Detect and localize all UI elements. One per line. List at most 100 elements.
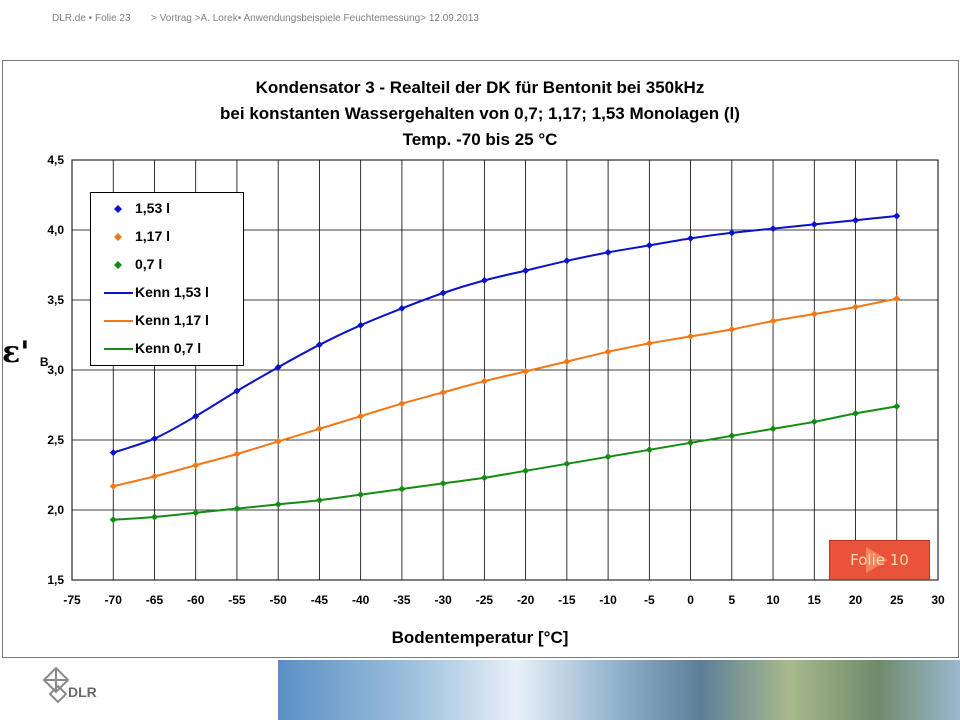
data-point <box>687 234 695 242</box>
y-axis-label-main: ε' <box>2 335 30 370</box>
data-point <box>728 432 736 440</box>
data-point <box>480 474 488 482</box>
data-point <box>480 377 488 385</box>
diamond-marker-icon <box>114 261 122 269</box>
data-point <box>192 412 200 420</box>
data-point <box>563 460 571 468</box>
x-tick-label: -35 <box>393 593 411 607</box>
data-point <box>357 412 365 420</box>
data-point <box>645 446 653 454</box>
data-point <box>233 387 241 395</box>
x-tick-label: 5 <box>728 593 735 607</box>
line-marker-icon <box>104 348 133 350</box>
legend-item-1-17: 1,17 l <box>91 225 243 249</box>
data-point <box>810 310 818 318</box>
y-tick-label: 2,0 <box>47 503 64 517</box>
legend-label: Kenn 0,7 l <box>135 340 202 356</box>
data-point <box>233 505 241 513</box>
chart-title-line-2: bei konstanten Wassergehalten von 0,7; 1… <box>220 104 740 123</box>
data-point <box>398 485 406 493</box>
data-point <box>563 358 571 366</box>
data-point <box>645 241 653 249</box>
data-point <box>357 321 365 329</box>
dlr-logo-icon <box>42 666 70 704</box>
data-point <box>728 229 736 237</box>
data-point <box>604 248 612 256</box>
folie-10-button[interactable]: Folie 10 <box>829 540 930 580</box>
data-point <box>439 289 447 297</box>
data-point <box>315 425 323 433</box>
data-point <box>769 225 777 233</box>
data-point <box>150 435 158 443</box>
data-point <box>480 276 488 284</box>
chart-legend: 1,53 l 1,17 l 0,7 l Kenn 1,53 l Kenn 1,1… <box>90 192 244 366</box>
data-point <box>563 257 571 265</box>
data-point <box>852 409 860 417</box>
dlr-logo-text: DLR <box>68 684 97 700</box>
data-point <box>315 341 323 349</box>
slide-header-left: DLR.de • Folie 23 <box>52 13 131 24</box>
x-tick-label: -75 <box>63 593 81 607</box>
x-tick-label: -15 <box>558 593 576 607</box>
data-point <box>604 348 612 356</box>
data-point <box>274 363 282 371</box>
x-tick-label: -55 <box>228 593 246 607</box>
series-line-1 <box>112 215 897 454</box>
chart-title-line-3: Temp. -70 bis 25 °C <box>402 130 558 149</box>
diamond-marker-icon <box>114 205 122 213</box>
legend-label: Kenn 1,17 l <box>135 312 209 328</box>
data-point <box>769 317 777 325</box>
data-point <box>233 450 241 458</box>
legend-item-kenn-1-17: Kenn 1,17 l <box>91 309 243 333</box>
data-point <box>810 220 818 228</box>
data-point <box>150 513 158 521</box>
data-point <box>109 449 117 457</box>
y-tick-label: 1,5 <box>47 573 64 587</box>
data-point <box>315 496 323 504</box>
x-tick-label: -45 <box>311 593 329 607</box>
legend-label: 0,7 l <box>135 256 163 272</box>
data-point <box>893 295 901 303</box>
y-tick-label: 2,5 <box>47 433 64 447</box>
data-point <box>274 500 282 508</box>
data-point <box>852 216 860 224</box>
y-axis-label: ε' B <box>2 335 62 375</box>
data-point <box>687 439 695 447</box>
x-tick-label: -65 <box>146 593 164 607</box>
data-point <box>604 453 612 461</box>
y-tick-label: 3,0 <box>47 363 64 377</box>
data-point <box>893 212 901 220</box>
x-tick-label: 20 <box>849 593 863 607</box>
x-tick-label: -30 <box>434 593 452 607</box>
data-point <box>522 267 530 275</box>
x-tick-label: -50 <box>270 593 288 607</box>
y-tick-label: 4,5 <box>47 153 64 167</box>
data-point <box>810 418 818 426</box>
x-axis-label: Bodentemperatur [°C] <box>391 628 569 647</box>
x-tick-label: 30 <box>931 593 945 607</box>
data-point <box>274 437 282 445</box>
line-marker-icon <box>104 320 133 322</box>
legend-label: 1,53 l <box>135 200 171 216</box>
x-tick-label: -40 <box>352 593 370 607</box>
data-point <box>522 467 530 475</box>
data-point <box>439 388 447 396</box>
play-arrow-icon <box>866 547 888 573</box>
data-point <box>522 367 530 375</box>
x-tick-label: 15 <box>808 593 822 607</box>
folie-10-label: Folie 10 <box>850 551 909 569</box>
x-tick-label: -70 <box>105 593 123 607</box>
x-tick-label: -60 <box>187 593 205 607</box>
chart-title-line-1: Kondensator 3 - Realteil der DK für Bent… <box>255 78 705 97</box>
legend-label: Kenn 1,53 l <box>135 284 209 300</box>
slide-header-right: > Vortrag >A. Lorek• Anwendungsbeispiele… <box>151 13 479 24</box>
diamond-marker-icon <box>114 233 122 241</box>
legend-item-0-7: 0,7 l <box>91 253 243 277</box>
x-tick-label: 25 <box>890 593 904 607</box>
x-tick-label: 10 <box>766 593 780 607</box>
series-line-3 <box>113 405 897 521</box>
x-tick-label: -5 <box>644 593 655 607</box>
footer-earth-image <box>278 660 960 720</box>
line-marker-icon <box>104 292 133 294</box>
data-point <box>893 402 901 410</box>
